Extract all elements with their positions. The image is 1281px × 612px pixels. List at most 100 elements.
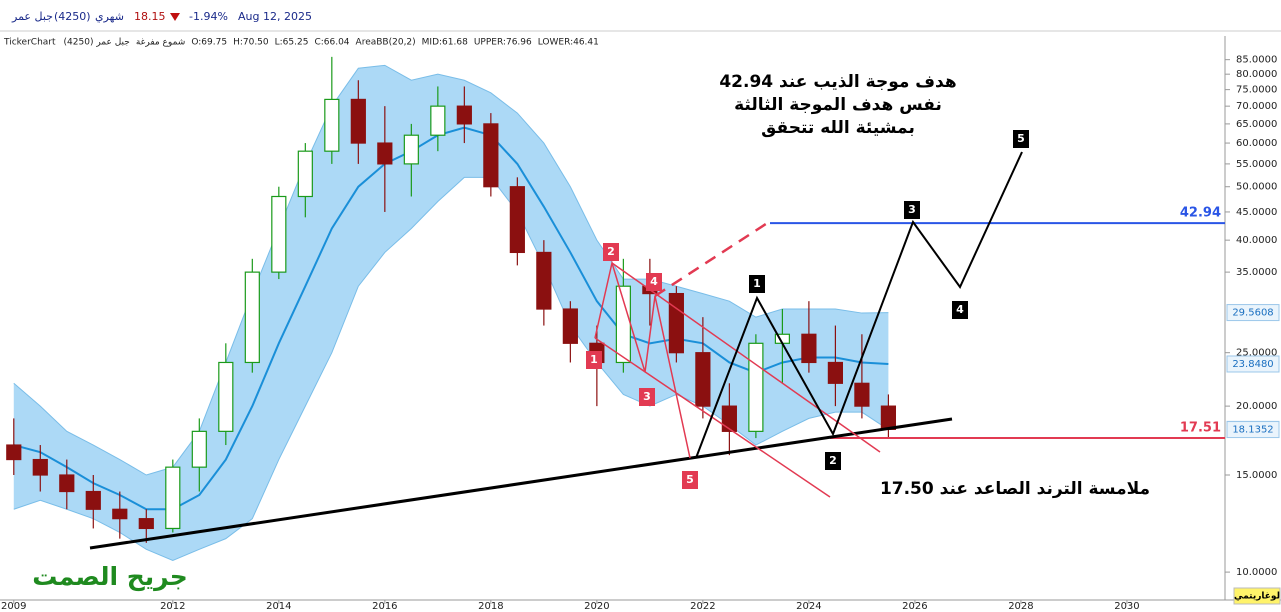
x-tick-label: 2018 <box>478 601 503 612</box>
y-tick-label: 85.0000 <box>1236 55 1277 66</box>
red-wave-box <box>586 351 602 369</box>
candle-body <box>403 134 419 165</box>
candle-body <box>456 105 472 125</box>
candle-body <box>854 382 870 407</box>
black-wave-label: 4 <box>956 303 964 316</box>
x-tick-label: 2012 <box>160 601 185 612</box>
x-tick-label: 2022 <box>690 601 715 612</box>
red-wave-label: 2 <box>607 245 615 258</box>
black-wave-label: 5 <box>1017 132 1025 145</box>
band-area <box>13 65 889 561</box>
target-note: هدف موجة الذيب عند 42.94 <box>719 72 956 92</box>
red-wave-label: 4 <box>650 275 658 288</box>
candle-body <box>350 98 366 144</box>
x-tick-label: 2030 <box>1114 601 1139 612</box>
down-arrow <box>170 13 180 21</box>
candle-body <box>483 123 499 188</box>
band-upper <box>13 64 889 476</box>
info-item: شموع مفرغة <box>136 38 186 48</box>
candle-body <box>138 518 154 530</box>
info-item: (4250) جبل عمر <box>64 38 130 48</box>
period: شهري <box>95 10 124 23</box>
x-tick-label: 2009 <box>1 601 26 612</box>
candle-body <box>85 490 101 510</box>
change: -1.94% <box>189 10 228 23</box>
x-tick-label: 2028 <box>1008 601 1033 612</box>
scale-mode-box <box>1233 587 1281 605</box>
black-wave-box <box>749 275 765 293</box>
red-wave-box <box>682 471 698 489</box>
candle-body <box>191 430 207 468</box>
candle-body <box>165 466 181 530</box>
black-wave-label: 2 <box>829 454 837 467</box>
black-wave <box>695 151 1023 459</box>
info-item: C:66.04 <box>314 38 349 48</box>
info-item: L:65.25 <box>275 38 309 48</box>
red-wave-label: 1 <box>590 353 598 366</box>
black-wave-box <box>1013 130 1029 148</box>
candle-body <box>827 361 843 384</box>
black-wave-label: 1 <box>753 277 761 290</box>
candle-body <box>430 105 446 136</box>
info-item: LOWER:46.41 <box>538 38 599 48</box>
info-item: AreaBB(20,2) <box>356 38 416 48</box>
x-tick-label: 2026 <box>902 601 927 612</box>
y-tick-label: 20.0000 <box>1236 401 1277 412</box>
x-tick-label: 2024 <box>796 601 821 612</box>
header: جبل عمر (4250) شهري 18.15 -1.94% Aug 12,… <box>11 10 312 23</box>
y-tick-label: 10.0000 <box>1236 567 1277 578</box>
price-tag-box <box>1226 421 1280 439</box>
candle-body <box>324 98 340 152</box>
candle-body <box>112 508 128 520</box>
candle-body <box>218 361 234 432</box>
channel-dash <box>654 218 773 298</box>
red-wave-label: 5 <box>686 473 694 486</box>
candle-body <box>668 292 684 354</box>
y-tick-label: 45.0000 <box>1236 207 1277 218</box>
candle-body <box>536 251 552 310</box>
candle-body <box>377 142 393 165</box>
wave-labels: 1 2 3 4 5 1 2 3 4 5 <box>586 130 1029 489</box>
level-label: 42.94 <box>1180 206 1221 221</box>
black-wave-box <box>904 201 920 219</box>
candle-body <box>695 352 711 407</box>
info-item: O:69.75 <box>191 38 227 48</box>
black-wave-box <box>952 301 968 319</box>
black-wave-label: 3 <box>908 203 916 216</box>
black-wave-box <box>825 452 841 470</box>
scale-mode: لوغاريتمي <box>1234 592 1280 602</box>
level-label: 17.51 <box>1180 420 1221 435</box>
candle-body <box>562 308 578 344</box>
price-tag-box <box>1226 355 1280 373</box>
touch-note: ملامسة الترند الصاعد عند 17.50 <box>880 479 1150 499</box>
info-line: TickerChart (4250) جبل عمر شموع مفرغة O:69.… <box>3 38 599 48</box>
x-tick-label: 2014 <box>266 601 291 612</box>
candle-body <box>748 342 764 432</box>
price: 18.15 <box>134 10 166 23</box>
candle-body <box>880 405 897 430</box>
y-tick-label: 60.0000 <box>1236 138 1277 149</box>
annotations: هدف موجة الذيب عند 42.94 نفس هدف الموجة … <box>32 72 1150 592</box>
y-tick-label: 80.0000 <box>1236 69 1277 80</box>
red-wave-box <box>603 243 619 261</box>
y-tick-label: 65.0000 <box>1236 119 1277 130</box>
candle-body <box>297 150 313 198</box>
price-tag: 23.8480 <box>1232 359 1273 370</box>
candle-body <box>32 458 48 476</box>
y-tick-label: 35.0000 <box>1236 267 1277 278</box>
candle-body <box>244 271 260 364</box>
price-tag: 29.5608 <box>1232 308 1273 319</box>
candle-body <box>615 285 631 364</box>
stock-name: جبل عمر <box>11 10 53 23</box>
band-lower <box>13 176 889 561</box>
red-wave <box>594 260 691 459</box>
price-tag: 18.1352 <box>1232 425 1273 436</box>
y-tick-label: 55.0000 <box>1236 159 1277 170</box>
stock-code: (4250) <box>54 10 91 23</box>
price-tag-box <box>1226 304 1280 322</box>
y-tick-label: 25.0000 <box>1236 348 1277 359</box>
date: Aug 12, 2025 <box>238 10 312 23</box>
y-tick-label: 70.0000 <box>1236 101 1277 112</box>
info-item: H:70.50 <box>233 38 269 48</box>
